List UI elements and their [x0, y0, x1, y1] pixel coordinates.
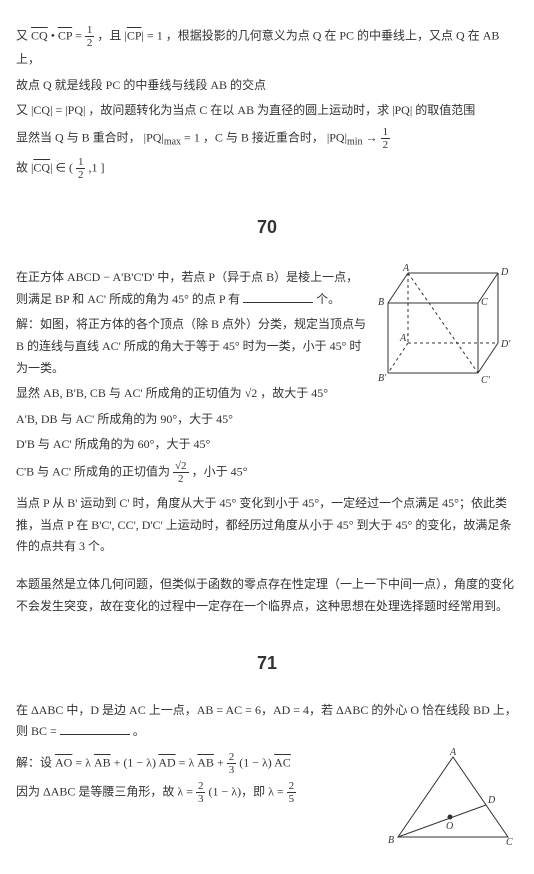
label-D: D	[487, 795, 496, 806]
problem-number-71: 71	[16, 647, 518, 679]
numerator: 2	[227, 751, 237, 764]
denominator: 2	[173, 473, 189, 485]
triangle-diagram: A B C D O	[388, 747, 518, 855]
text: (1 − λ)，即 λ =	[208, 784, 286, 798]
denominator: 5	[287, 793, 297, 805]
fraction: 1 2	[381, 126, 391, 151]
text: ，C 与 B 接近重合时，	[203, 130, 324, 144]
numerator: 1	[85, 24, 95, 37]
in-symbol: ∈	[56, 160, 69, 174]
problem-number-70: 70	[16, 211, 518, 243]
answer-blank	[60, 722, 130, 735]
abs-PQ: |PQ|	[327, 130, 347, 144]
numerator: √2	[173, 460, 189, 473]
text-line: 故点 Q 就是线段 PC 的中垂线与线段 AB 的交点	[16, 75, 518, 97]
numerator: 2	[287, 780, 297, 793]
numerator: 2	[196, 780, 206, 793]
subscript-max: max	[164, 137, 181, 148]
label-Cp: C'	[481, 375, 491, 386]
label-Bp: B'	[378, 373, 387, 384]
subscript-min: min	[347, 137, 363, 148]
arrow: →	[366, 130, 381, 144]
vector-AO: AO	[55, 755, 72, 769]
denominator: 3	[196, 793, 206, 805]
text: (1 − λ)	[239, 755, 272, 769]
commentary-text: 本题虽然是立体几何问题，但类似于函数的零点存在性定理（一上一下中间一点），角度的…	[16, 574, 518, 617]
text-line: 当点 P 从 B' 运动到 C' 时，角度从大于 45° 变化到小于 45°，一…	[16, 493, 518, 558]
text: ，小于 45°	[192, 464, 248, 478]
fraction: 2 3	[227, 751, 237, 776]
label-Ap: A'	[399, 333, 409, 344]
text-line: A'B, DB 与 AC' 所成角的为 90°，大于 45°	[16, 409, 368, 431]
vector-AB: AB	[94, 755, 111, 769]
text: 又	[16, 103, 28, 117]
text: = λ	[179, 755, 195, 769]
dot: •	[51, 28, 58, 42]
text: ，故问题转化为当点 C 在以 AB 为直径的圆上运动时，求 |PQ| 的取值范围	[88, 103, 475, 117]
fraction: 1 2	[76, 156, 86, 181]
text: 。	[133, 724, 145, 738]
text: C'B 与 AC' 所成角的正切值为	[16, 464, 170, 478]
open-paren: (	[69, 160, 73, 174]
text: = 1	[184, 130, 200, 144]
vector-AB: AB	[197, 755, 214, 769]
text-line: D'B 与 AC' 所成角的为 60°，大于 45°	[16, 434, 368, 456]
text: 故	[16, 160, 31, 174]
denominator: 2	[76, 169, 86, 181]
denominator: 2	[85, 37, 95, 49]
abs-close: |	[142, 28, 144, 42]
label-A: A	[402, 263, 410, 274]
close-bracket: ]	[100, 160, 104, 174]
answer-blank	[243, 290, 313, 303]
fraction: 1 2	[85, 24, 95, 49]
vector-CP: CP	[58, 28, 72, 42]
text: = 1	[147, 28, 163, 42]
label-A: A	[449, 747, 457, 758]
sqrt-2: √2	[245, 386, 258, 400]
text: 又	[16, 28, 28, 42]
solution-text: 解：如图，将正方体的各个顶点（除 B 点外）分类，规定当顶点与 B 的连线与直线…	[16, 314, 368, 379]
vector-AC: AC	[274, 755, 291, 769]
label-B: B	[388, 835, 394, 846]
abs-close: |	[50, 160, 52, 174]
numerator: 1	[381, 126, 391, 139]
text: + (1 − λ)	[114, 755, 156, 769]
cube-diagram: A D B C A' D' B' C'	[378, 263, 518, 489]
vector-CQ: CQ	[31, 28, 48, 42]
label-B: B	[378, 297, 384, 308]
equation: |CQ| = |PQ|	[31, 103, 85, 117]
fraction: 2 5	[287, 780, 297, 805]
fraction: √2 2	[173, 460, 189, 485]
text: 因为 ΔABC 是等腰三角形，故 λ =	[16, 784, 196, 798]
label-Dp: D'	[500, 339, 511, 350]
text: ,1	[88, 160, 97, 174]
fraction: 2 3	[196, 780, 206, 805]
text: ，且	[97, 28, 121, 42]
denominator: 2	[381, 139, 391, 151]
label-C: C	[481, 297, 488, 308]
text: 个。	[316, 292, 340, 306]
abs-PQ: |PQ|	[144, 130, 164, 144]
denominator: 3	[227, 764, 237, 776]
label-D: D	[500, 267, 509, 278]
vector-CP: CP	[127, 28, 142, 42]
text: 显然 AB, B'B, CB 与 AC' 所成角的正切值为	[16, 386, 242, 400]
label-O: O	[446, 821, 453, 832]
equals: =	[75, 28, 85, 42]
text: 解：设	[16, 755, 55, 769]
label-C: C	[506, 837, 513, 847]
vector-CQ: CQ	[33, 160, 50, 174]
numerator: 1	[76, 156, 86, 169]
vector-AD: AD	[158, 755, 175, 769]
text: +	[217, 755, 227, 769]
text: 显然当 Q 与 B 重合时，	[16, 130, 141, 144]
text: ，故大于 45°	[260, 386, 328, 400]
text: = λ	[75, 755, 91, 769]
